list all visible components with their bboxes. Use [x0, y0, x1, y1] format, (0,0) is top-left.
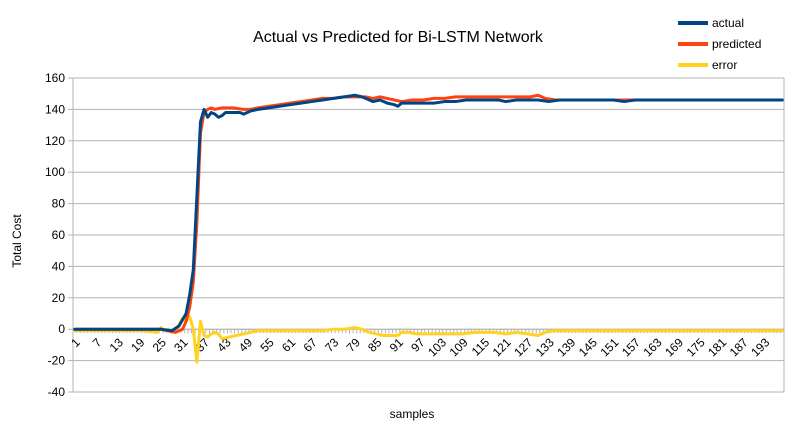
x-tick-label: 151: [597, 335, 621, 359]
x-tick-label: 19: [128, 335, 148, 355]
x-tick-label: 121: [490, 335, 514, 359]
x-tick-label: 13: [107, 335, 127, 355]
x-tick-label: 73: [322, 335, 342, 355]
x-tick-label: 115: [469, 335, 493, 359]
x-tick-label: 163: [641, 335, 665, 359]
x-tick-label: 193: [748, 335, 772, 359]
legend-label-error: error: [712, 58, 737, 72]
x-tick-label: 175: [684, 335, 708, 359]
x-tick-label: 109: [447, 335, 471, 359]
x-tick-label: 61: [279, 335, 299, 355]
legend: actual predicted error: [678, 16, 761, 72]
y-tick-label: -40: [48, 385, 66, 399]
y-tick-label: 120: [45, 134, 65, 148]
x-tick-label: 25: [150, 335, 170, 355]
x-tick-label: 181: [705, 335, 729, 359]
x-tick-label: 79: [344, 335, 364, 355]
y-tick-label: 80: [52, 197, 66, 211]
y-tick-label: 20: [52, 291, 66, 305]
legend-label-actual: actual: [712, 16, 744, 30]
x-tick-label: 157: [619, 335, 643, 359]
x-tick-label: 91: [387, 335, 407, 355]
x-tick-label: 187: [727, 335, 751, 359]
y-tick-label: 100: [45, 165, 65, 179]
x-tick-label: 31: [171, 335, 191, 355]
x-tick-label: 139: [554, 335, 578, 359]
x-tick-label: 169: [662, 335, 686, 359]
y-axis-title: Total Cost: [10, 214, 24, 268]
chart-title: Actual vs Predicted for Bi-LSTM Network: [253, 29, 544, 46]
x-tick-label: 7: [90, 335, 105, 350]
x-tick-label: 67: [301, 335, 321, 355]
y-tick-label: 0: [58, 322, 65, 336]
y-tick-label: 160: [45, 71, 65, 85]
y-tick-label: 140: [45, 102, 65, 116]
x-tick-label: 97: [408, 335, 428, 355]
series-lines: [73, 93, 784, 364]
y-tick-label: -20: [48, 354, 66, 368]
y-tick-label: 40: [52, 259, 66, 273]
x-tick-label: 145: [576, 335, 600, 359]
series-line-actual: [73, 93, 784, 333]
series-line-error: [73, 315, 784, 364]
x-tick-label: 133: [533, 335, 557, 359]
series-line-predicted: [73, 93, 784, 334]
x-tick-label: 1: [68, 335, 83, 350]
legend-label-predicted: predicted: [712, 37, 761, 51]
x-tick-label: 127: [511, 335, 535, 359]
x-tick-label: 103: [425, 335, 449, 359]
x-tick-label: 85: [365, 335, 385, 355]
y-axis: -40 -20 0 20 40 60 80 100 120 140 160: [45, 71, 785, 399]
x-tick-label: 55: [257, 335, 277, 355]
y-tick-label: 60: [52, 228, 66, 242]
x-tick-label: 49: [236, 335, 256, 355]
x-axis-title: samples: [390, 407, 435, 421]
